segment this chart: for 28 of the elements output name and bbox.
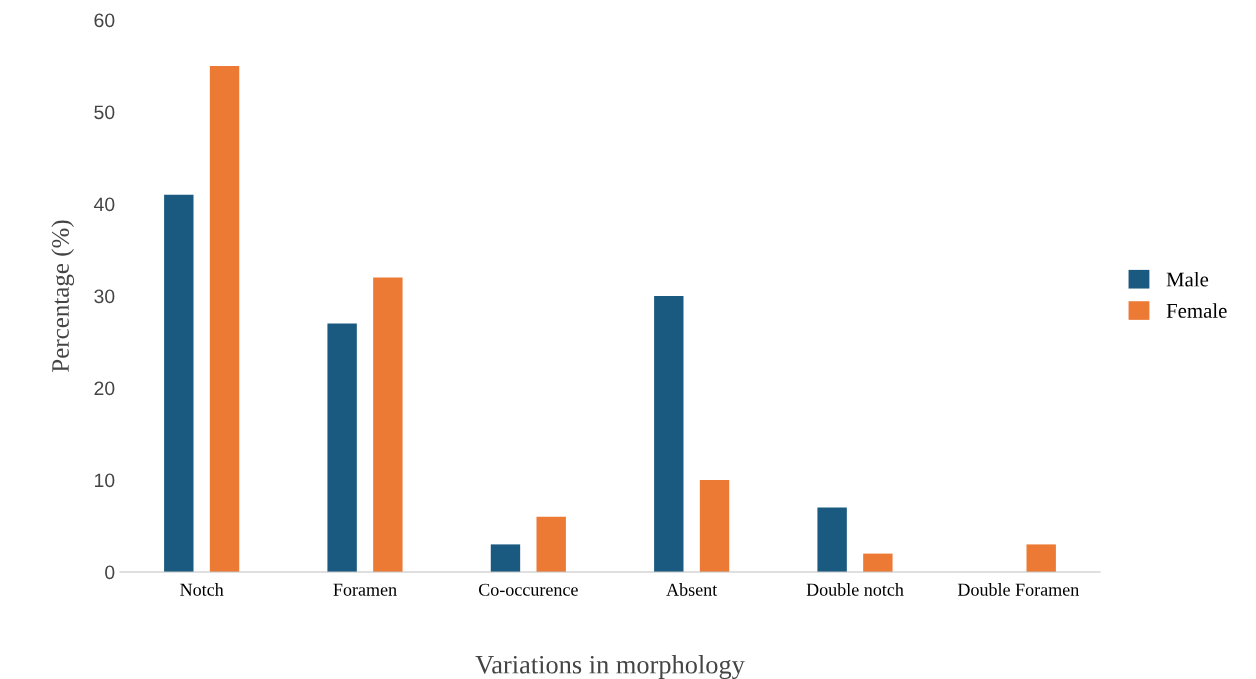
bar <box>373 277 403 572</box>
bar <box>817 507 847 572</box>
y-axis-title: Percentage (%) <box>51 220 75 372</box>
y-tick-label: 20 <box>94 381 115 396</box>
x-tick-label: Notch <box>180 583 224 596</box>
bar <box>654 296 684 572</box>
bar <box>164 194 194 572</box>
bar <box>327 323 357 572</box>
y-tick-label: 40 <box>93 197 115 212</box>
y-tick-label: 0 <box>105 565 115 580</box>
x-tick-label: Double Foramen <box>957 583 1079 596</box>
bar <box>490 544 521 572</box>
y-tick-label: 50 <box>94 105 115 120</box>
x-tick-label: Double notch <box>806 583 904 596</box>
legend-label: Female <box>1166 303 1227 318</box>
y-tick-label: 60 <box>94 13 115 28</box>
bar <box>536 516 566 572</box>
bar <box>209 66 240 572</box>
bar <box>699 480 730 572</box>
y-tick-label: 10 <box>95 473 115 488</box>
legend-label: Male <box>1166 271 1209 287</box>
bar <box>1026 544 1056 572</box>
x-axis-title: Variations in morphology <box>475 655 745 679</box>
x-tick-label: Foramen <box>333 583 397 596</box>
x-tick-label: Absent <box>666 583 718 596</box>
x-tick-label: Co-occurence <box>478 583 578 596</box>
y-tick-label: 30 <box>94 289 115 304</box>
bar <box>863 553 893 572</box>
